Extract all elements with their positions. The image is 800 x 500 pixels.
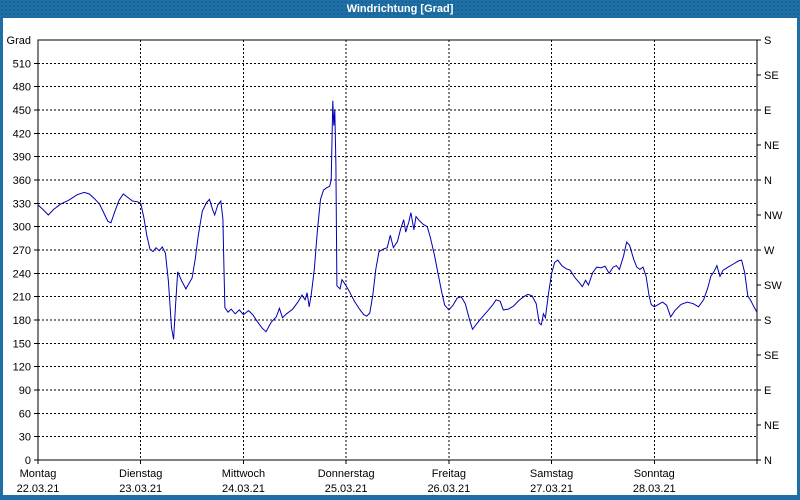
- x-day-date-label: 23.03.21: [119, 483, 162, 495]
- x-day-date-label: 22.03.21: [17, 483, 60, 495]
- window-title: Windrichtung [Grad]: [346, 3, 454, 15]
- y-left-tick-label: 420: [13, 128, 31, 140]
- wind-direction-chart: 0 30 60 90 120 150 180 210 240 270 300 330 360 390 420…: [7, 35, 783, 495]
- x-day-name-label: Mittwoch: [222, 468, 265, 480]
- y-left-tick-label: 450: [13, 105, 31, 117]
- y-right-tick-label: NE: [764, 140, 779, 152]
- y-left-tick-label: 510: [13, 58, 31, 70]
- x-day-name-label: Samstag: [530, 468, 573, 480]
- y-axis-right: N NE E SE S SW W NW N NE E SE S: [757, 35, 783, 467]
- y-left-tick-label: 330: [13, 198, 31, 210]
- y-left-tick-label: 90: [19, 385, 31, 397]
- x-day-date-label: 26.03.21: [427, 483, 470, 495]
- window-titlebar: Windrichtung [Grad]: [0, 0, 800, 18]
- y-left-tick-label: 270: [13, 245, 31, 257]
- x-day-name-label: Donnerstag: [318, 468, 375, 480]
- y-right-tick-label: W: [764, 245, 775, 257]
- y-left-tick-label: 300: [13, 222, 31, 234]
- plot-border: [37, 39, 758, 461]
- x-day-date-label: 24.03.21: [222, 483, 265, 495]
- chart-content-area: 0 30 60 90 120 150 180 210 240 270 300 330 360 390 420…: [3, 18, 797, 495]
- y-right-tick-label: SE: [764, 350, 779, 362]
- y-left-tick-label: 360: [13, 175, 31, 187]
- y-right-tick-label: N: [764, 455, 772, 467]
- y-right-tick-label: SW: [764, 280, 782, 292]
- y-left-tick-label: 480: [13, 82, 31, 94]
- x-day-name-label: Freitag: [432, 468, 466, 480]
- y-left-tick-label: 60: [19, 408, 31, 420]
- y-left-tick-label: 150: [13, 338, 31, 350]
- y-left-tick-label: 240: [13, 268, 31, 280]
- x-day-name-label: Montag: [20, 468, 57, 480]
- y-right-tick-label: NE: [764, 420, 779, 432]
- y-right-tick-label: E: [764, 385, 771, 397]
- y-right-tick-label: S: [764, 35, 771, 47]
- y-left-tick-label: 30: [19, 432, 31, 444]
- y-left-unit-label: Grad: [7, 35, 31, 47]
- x-axis: Montag 22.03.21 Dienstag 23.03.21 Mittwoch 24…: [17, 460, 758, 495]
- y-left-tick-label: 180: [13, 315, 31, 327]
- x-day-date-label: 28.03.21: [633, 483, 676, 495]
- series-line-windrichtung: [37, 100, 758, 340]
- gridlines: [38, 40, 757, 460]
- y-right-tick-label: N: [764, 175, 772, 187]
- y-right-tick-label: E: [764, 105, 771, 117]
- x-day-date-label: 27.03.21: [530, 483, 573, 495]
- x-day-date-label: 25.03.21: [325, 483, 368, 495]
- y-left-tick-label: 210: [13, 292, 31, 304]
- y-right-tick-label: NW: [764, 210, 783, 222]
- y-axis-left: 0 30 60 90 120 150 180 210 240 270 300 330 360 390 420…: [7, 35, 38, 467]
- y-right-tick-label: SE: [764, 70, 779, 82]
- y-right-tick-label: S: [764, 315, 771, 327]
- x-day-name-label: Dienstag: [119, 468, 162, 480]
- y-left-tick-label: 390: [13, 152, 31, 164]
- y-left-tick-label: 120: [13, 362, 31, 374]
- x-day-name-label: Sonntag: [634, 468, 675, 480]
- y-left-tick-label: 0: [25, 455, 31, 467]
